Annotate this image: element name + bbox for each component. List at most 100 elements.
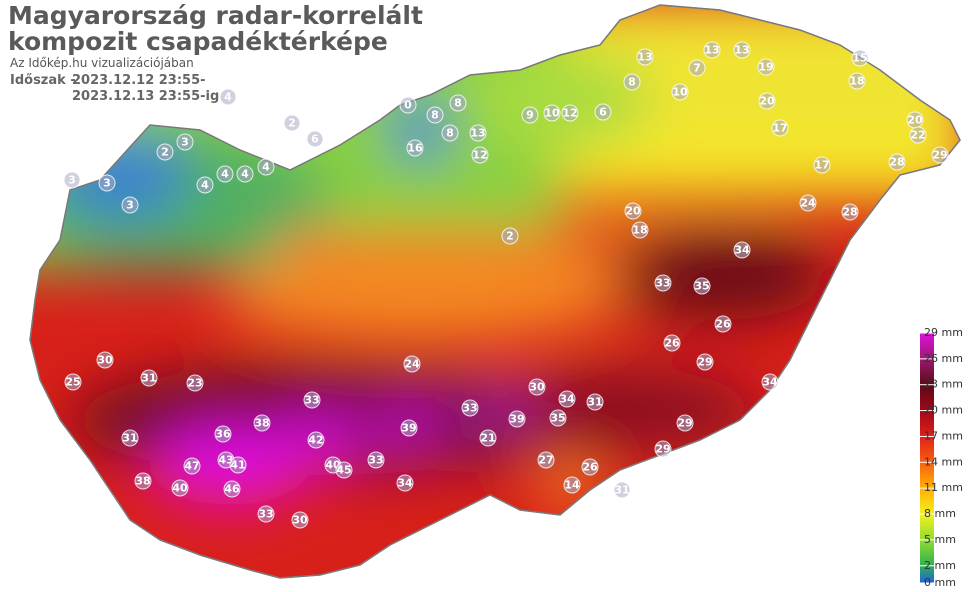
station-marker [888,153,906,171]
station-value: 31 [141,372,156,385]
station-value: 26 [664,337,680,350]
station-value: 34 [559,393,575,406]
station-marker [183,457,201,475]
station-marker [176,133,194,151]
station-value: 26 [715,318,731,331]
station-value: 4 [241,168,249,181]
station-value: 16 [407,142,423,155]
station-value: 8 [446,127,454,140]
legend-label: 8 mm [924,507,956,520]
station-value: 33 [368,454,383,467]
station-marker [613,481,631,499]
station-value: 29 [697,356,712,369]
station-value: 8 [628,76,636,89]
station-marker [636,48,654,66]
station-marker [758,92,776,110]
station-value: 3 [181,136,189,149]
station-marker [257,505,275,523]
station-marker [654,440,672,458]
station-value: 28 [889,156,904,169]
station-marker [479,429,497,447]
legend-label: 14 mm [924,455,963,468]
station-marker [196,176,214,194]
station-value: 47 [184,460,199,473]
station-marker [283,114,301,132]
station-marker [558,390,576,408]
station-marker [693,277,711,295]
station-value: 23 [187,377,202,390]
station-marker [63,171,81,189]
station-value: 18 [849,75,864,88]
station-marker [223,480,241,498]
station-marker [219,88,237,106]
station-marker [303,391,321,409]
station-marker [594,103,612,121]
station-value: 28 [842,206,857,219]
station-marker [396,474,414,492]
station-marker [543,104,561,122]
station-marker [757,58,775,76]
station-value: 35 [550,412,565,425]
station-marker [676,414,694,432]
legend-bar [920,333,934,583]
station-marker [471,146,489,164]
station-value: 29 [655,443,670,456]
station-value: 3 [126,199,134,212]
station-value: 13 [470,127,485,140]
station-value: 26 [582,461,598,474]
station-value: 33 [258,508,273,521]
station-value: 20 [907,114,923,127]
station-value: 33 [304,394,319,407]
station-marker [761,373,779,391]
period: 2023.12.13 23:55-ig [72,89,219,104]
station-marker [171,479,189,497]
station-marker [931,146,949,164]
station-marker [121,429,139,447]
station-value: 30 [529,381,545,394]
station-marker [671,83,689,101]
station-marker [426,106,444,124]
station-marker [96,351,114,369]
station-marker [663,334,681,352]
station-value: 34 [734,244,750,257]
station-value: 13 [637,51,652,64]
station-marker [306,130,324,148]
station-marker [156,143,174,161]
station-value: 10 [672,86,688,99]
legend-label: 20 mm [924,404,963,417]
station-value: 20 [759,95,775,108]
station-value: 38 [135,475,150,488]
station-value: 14 [564,479,580,492]
station-marker [186,374,204,392]
station-value: 12 [562,107,577,120]
station-value: 6 [599,106,607,119]
station-value: 19 [758,61,773,74]
station-marker [848,72,866,90]
station-value: 3 [68,174,76,187]
station-marker [586,393,604,411]
title: kompozit csapadéktérképe [8,27,388,56]
station-value: 31 [587,396,602,409]
station-value: 30 [292,514,308,527]
station-marker [469,124,487,142]
station-marker [403,355,421,373]
station-value: 39 [509,413,524,426]
station-marker [134,472,152,490]
station-marker [581,458,599,476]
station-marker [253,414,271,432]
legend-label: 0 mm [924,576,956,589]
station-value: 8 [431,109,439,122]
station-value: 12 [472,149,487,162]
station-marker [851,49,869,67]
station-value: 4 [221,168,229,181]
title: Magyarország radar-korrelált [8,1,423,30]
station-value: 33 [655,277,670,290]
station-marker [441,124,459,142]
station-value: 22 [910,129,925,142]
station-marker [335,461,353,479]
station-value: 15 [852,52,867,65]
station-value: 41 [230,459,245,472]
station-marker [399,96,417,114]
subtitle: Az Időkép.hu vizualizációjában [10,56,194,70]
